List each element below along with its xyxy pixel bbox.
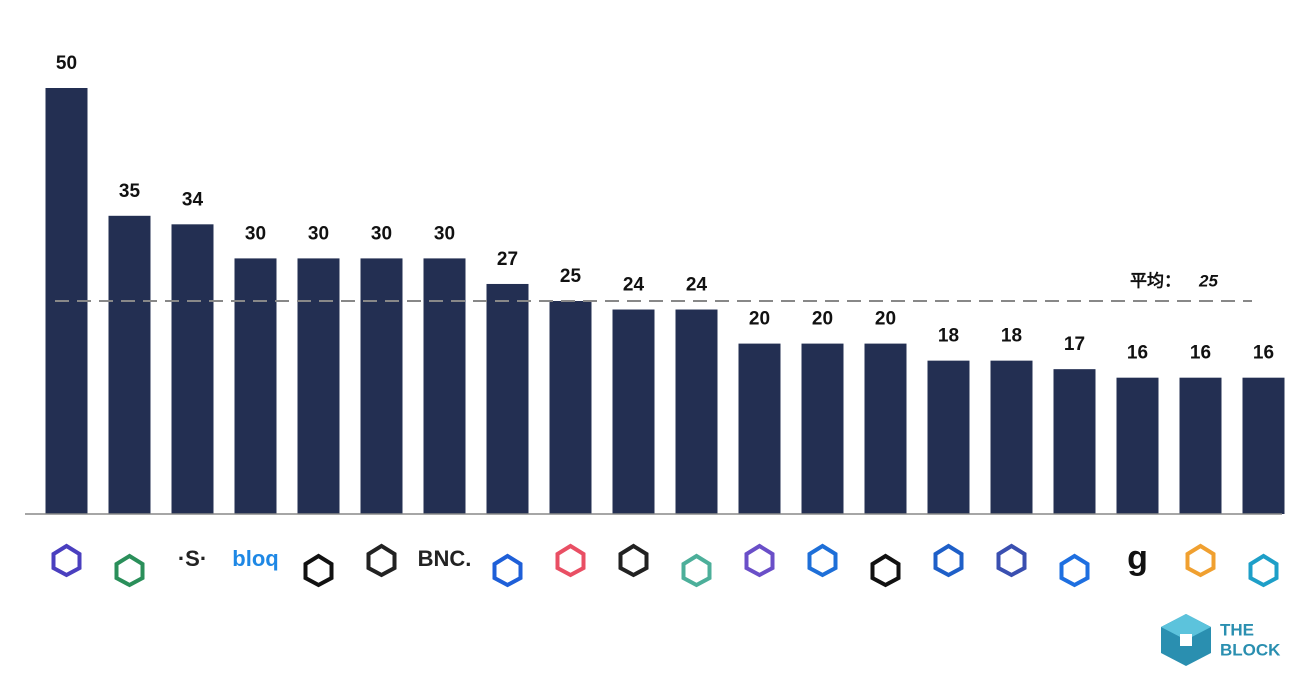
value-label: 30 <box>245 223 266 244</box>
category-logo-text: g <box>1127 539 1148 577</box>
bar <box>738 343 781 514</box>
value-label: 16 <box>1127 343 1148 364</box>
value-label: 20 <box>749 309 770 330</box>
category-logo <box>366 543 397 578</box>
category-logo-text: bloq <box>232 546 278 571</box>
bar <box>171 224 214 514</box>
value-label: 20 <box>875 309 896 330</box>
bar <box>1242 377 1285 514</box>
bar <box>612 309 655 514</box>
value-label: 35 <box>119 181 141 202</box>
category-logo <box>933 543 964 578</box>
bar <box>927 360 970 514</box>
bar <box>549 301 592 514</box>
category-logo <box>1185 543 1216 578</box>
category-logo <box>1248 553 1279 588</box>
category-logo <box>114 553 145 588</box>
category-logo <box>492 553 523 588</box>
logo-hex-top <box>1161 614 1211 640</box>
value-label: 24 <box>623 275 645 296</box>
category-logo <box>744 543 775 578</box>
bar <box>990 360 1033 514</box>
bar <box>423 258 466 514</box>
category-logo <box>618 543 649 578</box>
value-label: 16 <box>1190 343 1211 364</box>
category-logo-text: BNC. <box>418 546 472 571</box>
value-label: 17 <box>1064 334 1085 355</box>
bar <box>297 258 340 514</box>
category-logo-text: ·S· <box>178 546 207 571</box>
bar <box>360 258 403 514</box>
bar <box>1116 377 1159 514</box>
value-label: 18 <box>938 326 959 347</box>
average-label: 平均： <box>1130 270 1181 290</box>
category-logo <box>807 543 838 578</box>
logo-cube <box>1180 634 1192 646</box>
value-label: 30 <box>434 223 455 244</box>
bar <box>108 215 151 515</box>
watermark-text: BLOCK <box>1220 640 1281 659</box>
bar <box>1179 377 1222 514</box>
category-logo <box>996 543 1027 578</box>
value-label: 30 <box>308 223 329 244</box>
category-logo <box>303 553 334 588</box>
category-logo <box>1059 553 1090 588</box>
category-logo <box>870 553 901 588</box>
bar <box>801 343 844 514</box>
bar <box>234 258 277 514</box>
average-value: 25 <box>1198 271 1218 290</box>
value-label: 34 <box>182 189 204 210</box>
watermark-logo: THE BLOCK <box>1161 614 1281 666</box>
category-logo <box>555 543 586 578</box>
value-label: 25 <box>560 266 582 287</box>
value-label: 24 <box>686 275 708 296</box>
value-label: 30 <box>371 223 392 244</box>
category-logo <box>681 553 712 588</box>
value-label: 27 <box>497 249 518 270</box>
watermark-text: THE <box>1220 620 1254 639</box>
value-label: 20 <box>812 309 833 330</box>
bar <box>864 343 907 514</box>
bar <box>1053 369 1096 514</box>
bar <box>675 309 718 514</box>
bar <box>486 283 529 514</box>
value-label: 50 <box>56 53 77 74</box>
value-label: 16 <box>1253 343 1274 364</box>
category-logo <box>51 543 82 578</box>
value-label: 18 <box>1001 326 1022 347</box>
